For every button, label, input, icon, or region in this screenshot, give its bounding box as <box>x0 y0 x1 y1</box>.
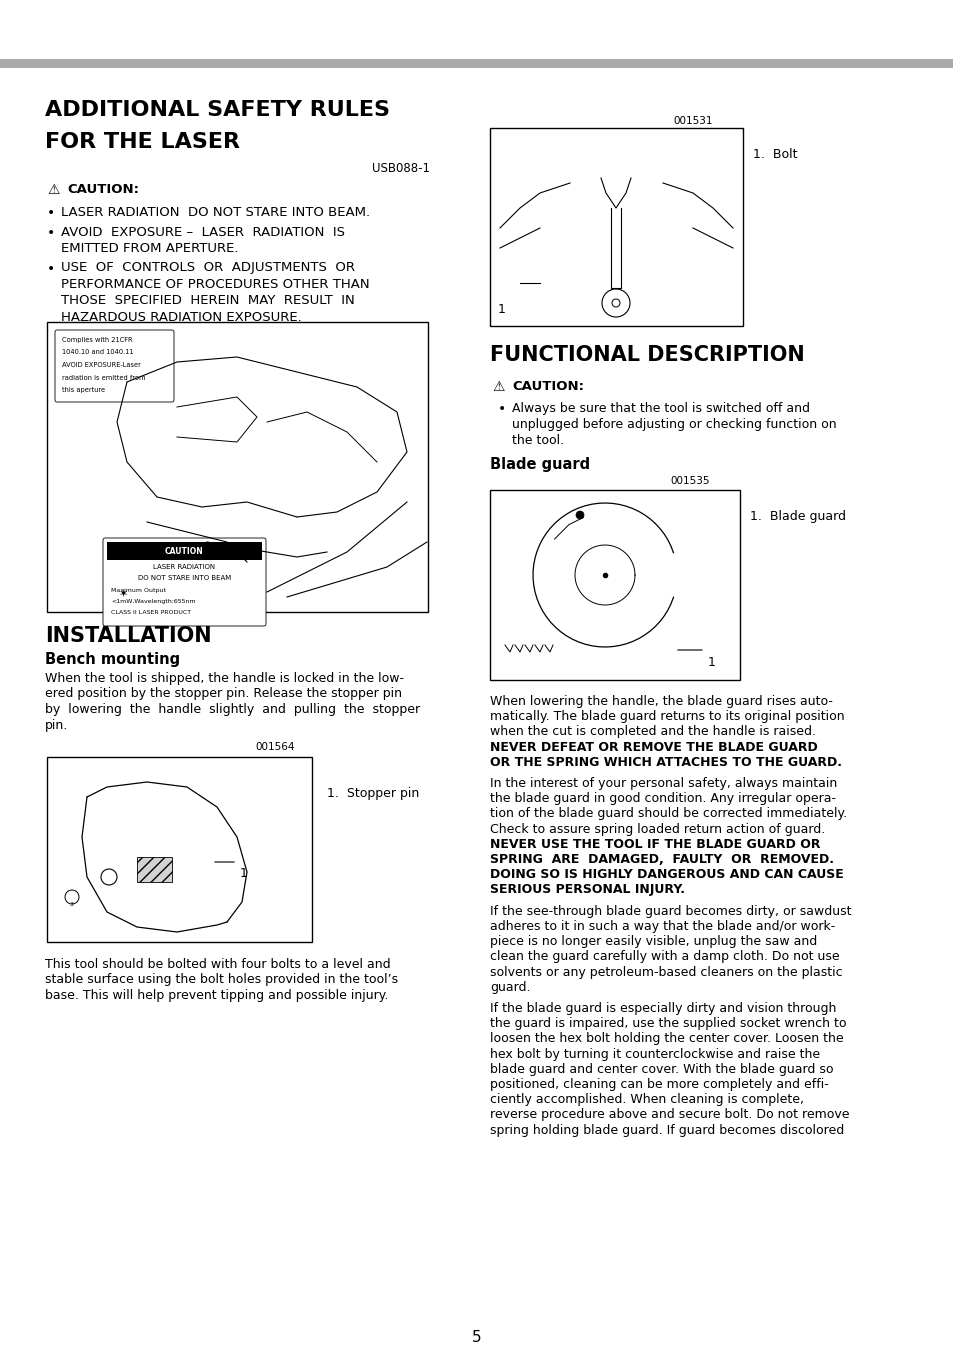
Text: INSTALLATION: INSTALLATION <box>45 626 212 646</box>
Text: When lowering the handle, the blade guard rises auto-: When lowering the handle, the blade guar… <box>490 695 832 708</box>
Text: AVOID EXPOSURE-Laser: AVOID EXPOSURE-Laser <box>62 362 141 368</box>
Text: THOSE  SPECIFIED  HEREIN  MAY  RESULT  IN: THOSE SPECIFIED HEREIN MAY RESULT IN <box>61 295 355 307</box>
Text: 1.  Blade guard: 1. Blade guard <box>749 510 845 523</box>
Text: DO NOT STARE INTO BEAM: DO NOT STARE INTO BEAM <box>138 575 231 581</box>
Text: matically. The blade guard returns to its original position: matically. The blade guard returns to it… <box>490 710 843 723</box>
Text: 001531: 001531 <box>672 116 712 126</box>
Text: •: • <box>497 402 506 416</box>
Text: 001535: 001535 <box>669 476 709 485</box>
Text: This tool should be bolted with four bolts to a level and: This tool should be bolted with four bol… <box>45 959 390 971</box>
Text: by  lowering  the  handle  slightly  and  pulling  the  stopper: by lowering the handle slightly and pull… <box>45 703 419 717</box>
Text: positioned, cleaning can be more completely and effi-: positioned, cleaning can be more complet… <box>490 1078 828 1091</box>
FancyBboxPatch shape <box>55 330 173 402</box>
Bar <box>490 128 742 326</box>
Text: •: • <box>47 206 55 220</box>
Text: when the cut is completed and the handle is raised.: when the cut is completed and the handle… <box>490 726 815 738</box>
Text: FUNCTIONAL DESCRIPTION: FUNCTIONAL DESCRIPTION <box>490 345 804 365</box>
Text: NEVER DEFEAT OR REMOVE THE BLADE GUARD: NEVER DEFEAT OR REMOVE THE BLADE GUARD <box>490 741 817 753</box>
Text: 1: 1 <box>240 867 248 880</box>
Text: 001564: 001564 <box>254 742 294 752</box>
Text: the tool.: the tool. <box>512 434 563 448</box>
Text: 5: 5 <box>472 1330 481 1345</box>
Text: clean the guard carefully with a damp cloth. Do not use: clean the guard carefully with a damp cl… <box>490 950 839 964</box>
Circle shape <box>576 511 583 519</box>
Text: USB088-1: USB088-1 <box>372 162 430 174</box>
Text: 1: 1 <box>707 656 715 669</box>
Text: base. This will help prevent tipping and possible injury.: base. This will help prevent tipping and… <box>45 990 388 1002</box>
Text: this aperture: this aperture <box>62 387 105 393</box>
Text: CAUTION: CAUTION <box>165 548 204 556</box>
Text: CAUTION:: CAUTION: <box>67 183 139 196</box>
Bar <box>490 489 740 680</box>
Text: PERFORMANCE OF PROCEDURES OTHER THAN: PERFORMANCE OF PROCEDURES OTHER THAN <box>61 279 369 291</box>
Text: guard.: guard. <box>490 980 530 994</box>
Text: LASER RADIATION  DO NOT STARE INTO BEAM.: LASER RADIATION DO NOT STARE INTO BEAM. <box>61 206 370 219</box>
Text: Maximum Output: Maximum Output <box>111 588 166 594</box>
Text: DOING SO IS HIGHLY DANGEROUS AND CAN CAUSE: DOING SO IS HIGHLY DANGEROUS AND CAN CAU… <box>490 868 842 882</box>
Text: Bench mounting: Bench mounting <box>45 652 180 667</box>
Bar <box>137 857 172 882</box>
Text: reverse procedure above and secure bolt. Do not remove: reverse procedure above and secure bolt.… <box>490 1109 848 1121</box>
Text: hex bolt by turning it counterclockwise and raise the: hex bolt by turning it counterclockwise … <box>490 1048 820 1060</box>
Bar <box>47 757 312 942</box>
Text: Check to assure spring loaded return action of guard.: Check to assure spring loaded return act… <box>490 822 824 836</box>
Text: FOR THE LASER: FOR THE LASER <box>45 132 240 151</box>
Bar <box>0 59 953 68</box>
Text: If the blade guard is especially dirty and vision through: If the blade guard is especially dirty a… <box>490 1002 836 1015</box>
Text: Always be sure that the tool is switched off and: Always be sure that the tool is switched… <box>512 402 809 415</box>
Text: solvents or any petroleum-based cleaners on the plastic: solvents or any petroleum-based cleaners… <box>490 965 841 979</box>
Text: ered position by the stopper pin. Release the stopper pin: ered position by the stopper pin. Releas… <box>45 688 401 700</box>
Text: CAUTION:: CAUTION: <box>512 380 583 393</box>
Text: ✶: ✶ <box>119 589 129 599</box>
Text: LASER RADIATION: LASER RADIATION <box>153 564 215 571</box>
Text: blade guard and center cover. With the blade guard so: blade guard and center cover. With the b… <box>490 1063 833 1076</box>
Text: Blade guard: Blade guard <box>490 457 590 472</box>
Text: ciently accomplished. When cleaning is complete,: ciently accomplished. When cleaning is c… <box>490 1094 803 1106</box>
Text: the guard is impaired, use the supplied socket wrench to: the guard is impaired, use the supplied … <box>490 1017 845 1030</box>
Text: AVOID  EXPOSURE –  LASER  RADIATION  IS: AVOID EXPOSURE – LASER RADIATION IS <box>61 226 345 238</box>
Text: unplugged before adjusting or checking function on: unplugged before adjusting or checking f… <box>512 418 836 431</box>
Text: Complies with 21CFR: Complies with 21CFR <box>62 337 132 343</box>
Text: stable surface using the bolt holes provided in the tool’s: stable surface using the bolt holes prov… <box>45 973 397 987</box>
Text: CLASS II LASER PRODUCT: CLASS II LASER PRODUCT <box>111 610 191 615</box>
Text: the blade guard in good condition. Any irregular opera-: the blade guard in good condition. Any i… <box>490 792 835 806</box>
Text: 1: 1 <box>497 303 505 316</box>
Text: tion of the blade guard should be corrected immediately.: tion of the blade guard should be correc… <box>490 807 846 821</box>
Text: radiation is emitted from: radiation is emitted from <box>62 375 146 380</box>
Text: •: • <box>47 226 55 239</box>
Text: SERIOUS PERSONAL INJURY.: SERIOUS PERSONAL INJURY. <box>490 883 684 896</box>
Text: adheres to it in such a way that the blade and/or work-: adheres to it in such a way that the bla… <box>490 919 835 933</box>
Text: In the interest of your personal safety, always maintain: In the interest of your personal safety,… <box>490 777 837 790</box>
Text: EMITTED FROM APERTURE.: EMITTED FROM APERTURE. <box>61 242 238 256</box>
Text: ADDITIONAL SAFETY RULES: ADDITIONAL SAFETY RULES <box>45 100 390 120</box>
Text: OR THE SPRING WHICH ATTACHES TO THE GUARD.: OR THE SPRING WHICH ATTACHES TO THE GUAR… <box>490 756 841 769</box>
Text: ⚠: ⚠ <box>47 183 59 197</box>
FancyBboxPatch shape <box>103 538 266 626</box>
Text: 1040.10 and 1040.11: 1040.10 and 1040.11 <box>62 350 133 356</box>
Text: •: • <box>47 261 55 276</box>
Bar <box>47 322 428 612</box>
Text: piece is no longer easily visible, unplug the saw and: piece is no longer easily visible, unplu… <box>490 936 817 948</box>
Text: USE  OF  CONTROLS  OR  ADJUSTMENTS  OR: USE OF CONTROLS OR ADJUSTMENTS OR <box>61 261 355 274</box>
Text: spring holding blade guard. If guard becomes discolored: spring holding blade guard. If guard bec… <box>490 1124 843 1137</box>
Text: If the see-through blade guard becomes dirty, or sawdust: If the see-through blade guard becomes d… <box>490 904 851 918</box>
Text: NEVER USE THE TOOL IF THE BLADE GUARD OR: NEVER USE THE TOOL IF THE BLADE GUARD OR <box>490 838 820 850</box>
Text: HAZARDOUS RADIATION EXPOSURE.: HAZARDOUS RADIATION EXPOSURE. <box>61 311 301 324</box>
Text: When the tool is shipped, the handle is locked in the low-: When the tool is shipped, the handle is … <box>45 672 403 685</box>
Text: SPRING  ARE  DAMAGED,  FAULTY  OR  REMOVED.: SPRING ARE DAMAGED, FAULTY OR REMOVED. <box>490 853 833 867</box>
Text: loosen the hex bolt holding the center cover. Loosen the: loosen the hex bolt holding the center c… <box>490 1033 842 1045</box>
Bar <box>107 542 262 560</box>
Text: pin.: pin. <box>45 718 69 731</box>
Text: 1.  Bolt: 1. Bolt <box>752 147 797 161</box>
Text: 1.  Stopper pin: 1. Stopper pin <box>327 787 418 800</box>
Text: <1mW,Wavelength:655nm: <1mW,Wavelength:655nm <box>111 599 195 604</box>
Text: 3: 3 <box>70 902 74 907</box>
Text: ⚠: ⚠ <box>492 380 504 393</box>
